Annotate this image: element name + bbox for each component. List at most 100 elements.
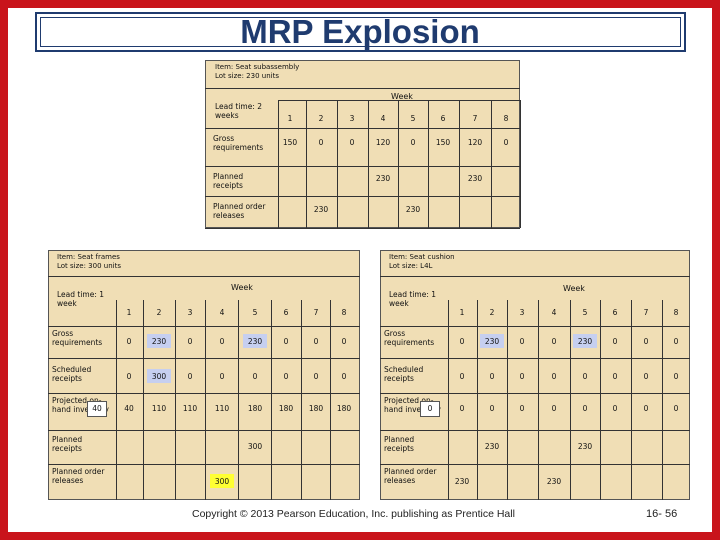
right-week-6: 6 bbox=[612, 308, 618, 317]
right-cell: 230 bbox=[484, 442, 500, 451]
top-week-label: Week bbox=[391, 92, 413, 101]
left-highlight bbox=[147, 369, 171, 383]
top-week-6: 6 bbox=[440, 114, 446, 123]
right-week-8: 8 bbox=[673, 308, 679, 317]
top-cell: 150 bbox=[282, 138, 298, 147]
left-highlight bbox=[147, 334, 171, 348]
left-cell: 0 bbox=[187, 337, 193, 346]
left-week-6: 6 bbox=[283, 308, 289, 317]
left-cell: 0 bbox=[313, 372, 319, 381]
left-cell: 0 bbox=[219, 337, 225, 346]
right-cell: 0 bbox=[673, 337, 679, 346]
left-cell: 300 bbox=[247, 442, 263, 451]
top-item: Item: Seat subassembly bbox=[215, 63, 300, 71]
left-cell: 110 bbox=[151, 404, 167, 413]
copyright-text: Copyright © 2013 Pearson Education, Inc.… bbox=[192, 508, 515, 520]
left-cell: 300 bbox=[151, 372, 167, 381]
right-row-label: Planned receipts bbox=[384, 435, 415, 453]
left-cell: 180 bbox=[308, 404, 324, 413]
top-cell: 230 bbox=[375, 174, 391, 183]
right-initial-box bbox=[420, 401, 440, 417]
right-cell: 0 bbox=[459, 404, 465, 413]
right-week-7: 7 bbox=[643, 308, 649, 317]
left-week-4: 4 bbox=[219, 308, 225, 317]
left-cell: 180 bbox=[336, 404, 352, 413]
right-week-5: 5 bbox=[582, 308, 588, 317]
right-week-1: 1 bbox=[459, 308, 465, 317]
left-initial-inventory: 40 bbox=[92, 404, 102, 413]
left-cell: 0 bbox=[283, 372, 289, 381]
left-week-3: 3 bbox=[187, 308, 193, 317]
right-cell: 0 bbox=[519, 404, 525, 413]
left-cell: 300 bbox=[214, 477, 230, 486]
right-cell: 230 bbox=[577, 337, 593, 346]
top-week-4: 4 bbox=[380, 114, 386, 123]
right-cell: 0 bbox=[489, 372, 495, 381]
left-week-5: 5 bbox=[252, 308, 258, 317]
left-cell: 0 bbox=[219, 372, 225, 381]
left-table bbox=[48, 250, 360, 500]
right-item: Item: Seat cushion bbox=[389, 253, 455, 261]
left-lot: Lot size: 300 units bbox=[57, 262, 121, 270]
right-cell: 230 bbox=[484, 337, 500, 346]
left-cell: 230 bbox=[247, 337, 263, 346]
left-cell: 0 bbox=[313, 337, 319, 346]
right-lead: Lead time: 1 week bbox=[389, 290, 437, 308]
right-cell: 0 bbox=[673, 372, 679, 381]
top-cell: 0 bbox=[410, 138, 416, 147]
left-cell: 110 bbox=[182, 404, 198, 413]
top-week-5: 5 bbox=[410, 114, 416, 123]
top-cell: 0 bbox=[318, 138, 324, 147]
top-row-label: Planned order releases bbox=[213, 202, 266, 220]
right-week-3: 3 bbox=[519, 308, 525, 317]
right-initial-inventory: 0 bbox=[427, 404, 433, 413]
left-row-label: Planned order releases bbox=[52, 467, 105, 485]
right-cell: 0 bbox=[582, 372, 588, 381]
left-row-label: Projected on-hand inventory bbox=[52, 396, 109, 414]
right-row-label: Gross requirements bbox=[384, 329, 435, 347]
right-cell: 0 bbox=[551, 404, 557, 413]
right-week-4: 4 bbox=[551, 308, 557, 317]
right-cell: 0 bbox=[612, 372, 618, 381]
right-cell: 0 bbox=[551, 372, 557, 381]
left-week-1: 1 bbox=[126, 308, 132, 317]
right-cell: 230 bbox=[577, 442, 593, 451]
left-cell: 230 bbox=[151, 337, 167, 346]
right-row-label: Planned order releases bbox=[384, 467, 437, 485]
top-row-label: Planned receipts bbox=[213, 172, 244, 190]
top-week-1: 1 bbox=[287, 114, 293, 123]
left-cell: 40 bbox=[124, 404, 134, 413]
left-cell: 110 bbox=[214, 404, 230, 413]
page-number: 16- 56 bbox=[646, 508, 678, 520]
top-cell: 0 bbox=[349, 138, 355, 147]
left-cell: 0 bbox=[252, 372, 258, 381]
left-row-label: Scheduled receipts bbox=[52, 365, 92, 383]
right-row-label: Projected on-hand inventory bbox=[384, 396, 441, 414]
top-lot: Lot size: 230 units bbox=[215, 72, 279, 80]
right-highlight bbox=[480, 334, 504, 348]
right-cell: 0 bbox=[643, 372, 649, 381]
right-cell: 0 bbox=[519, 337, 525, 346]
left-cell: 0 bbox=[187, 372, 193, 381]
right-row-label: Scheduled receipts bbox=[384, 365, 424, 383]
right-highlight bbox=[573, 334, 597, 348]
left-highlight bbox=[210, 474, 234, 488]
left-row-label: Planned receipts bbox=[52, 435, 83, 453]
left-item: Item: Seat frames bbox=[57, 253, 120, 261]
right-cell: 0 bbox=[643, 337, 649, 346]
right-cell: 0 bbox=[673, 404, 679, 413]
left-initial-box bbox=[87, 401, 107, 417]
left-row-label: Gross requirements bbox=[52, 329, 103, 347]
right-table bbox=[380, 250, 690, 500]
left-cell: 180 bbox=[247, 404, 263, 413]
right-week-2: 2 bbox=[489, 308, 495, 317]
right-cell: 230 bbox=[454, 477, 470, 486]
right-lot: Lot size: L4L bbox=[389, 262, 433, 270]
top-cell: 230 bbox=[467, 174, 483, 183]
top-lead: Lead time: 2 weeks bbox=[215, 102, 263, 120]
left-cell: 0 bbox=[126, 337, 132, 346]
right-cell: 0 bbox=[459, 372, 465, 381]
top-cell: 120 bbox=[375, 138, 391, 147]
title-box bbox=[35, 12, 686, 52]
top-week-3: 3 bbox=[349, 114, 355, 123]
